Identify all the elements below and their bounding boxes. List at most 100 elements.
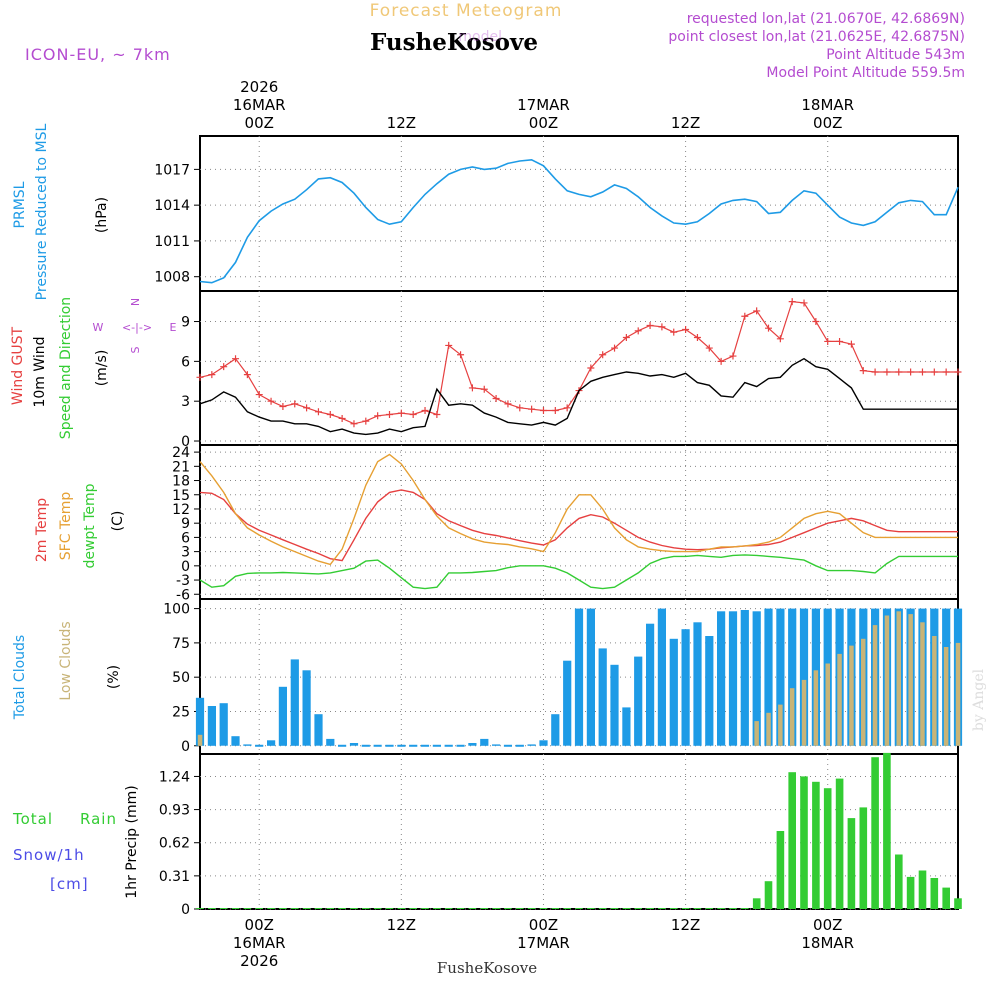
total-cloud-bar-46 bbox=[740, 610, 749, 746]
rain-bar-11 bbox=[326, 908, 335, 909]
rain-bar-36 bbox=[622, 908, 631, 909]
temperature-ytick-label-0: -6 bbox=[176, 587, 190, 603]
rain-bar-4 bbox=[243, 908, 252, 909]
total-cloud-bar-38 bbox=[646, 623, 655, 746]
gust-marker-20 bbox=[433, 410, 441, 418]
bottom-date-label-4: 18MAR bbox=[801, 934, 854, 952]
bottom-tick-label-2: 00Z bbox=[529, 916, 558, 934]
gust-marker-60 bbox=[907, 368, 915, 376]
gust-marker-26 bbox=[504, 400, 512, 408]
total-cloud-bar-40 bbox=[669, 638, 678, 746]
wind-label-gust: Wind GUST bbox=[10, 326, 26, 405]
total-cloud-bar-28 bbox=[527, 744, 536, 746]
gust-marker-46 bbox=[741, 312, 749, 320]
bottom-tick-label-4: 00Z bbox=[813, 916, 842, 934]
total-cloud-bar-24 bbox=[480, 738, 489, 746]
precip-ytick-label-1: 0.31 bbox=[159, 869, 190, 885]
wind-panel: 0 3 6 9 bbox=[181, 290, 962, 450]
low-cloud-bar-57 bbox=[872, 625, 878, 746]
gust-marker-57 bbox=[871, 368, 879, 376]
gust-marker-42 bbox=[693, 333, 701, 341]
top-tick-label-3: 12Z bbox=[671, 114, 700, 132]
gust-marker-53 bbox=[824, 337, 832, 345]
gust-marker-19 bbox=[421, 406, 429, 414]
rain-bar-13 bbox=[350, 908, 358, 909]
gust-marker-29 bbox=[539, 406, 547, 414]
clouds-ytick-label-3: 75 bbox=[172, 636, 190, 652]
model-name: ICON-EU, ~ 7km bbox=[25, 45, 171, 64]
pressure-ytick-label-0: 1008 bbox=[154, 270, 190, 286]
rain-bar-0 bbox=[196, 908, 204, 909]
pressure-ytick-label-2: 1014 bbox=[154, 198, 190, 214]
gust-marker-34 bbox=[599, 351, 607, 359]
pressure-ytick-label-1: 1011 bbox=[154, 234, 190, 250]
temp-sfc-line bbox=[199, 453, 958, 566]
total-cloud-bar-34 bbox=[598, 648, 607, 746]
rain-bar-52 bbox=[812, 781, 820, 909]
pressure-ytick-label-3: 1017 bbox=[154, 162, 190, 178]
rain-bar-54 bbox=[835, 778, 844, 909]
gust-marker-55 bbox=[847, 340, 855, 348]
rain-bar-34 bbox=[598, 908, 607, 909]
low-cloud-bar-56 bbox=[861, 638, 866, 746]
rain-bar-58 bbox=[883, 752, 891, 909]
gust-marker-52 bbox=[812, 318, 820, 326]
wind-ytick-label-2: 6 bbox=[181, 354, 190, 370]
wind-ytick-label-3: 9 bbox=[181, 315, 190, 331]
gust-marker-0 bbox=[196, 373, 204, 381]
bottom-tick-label-3: 12Z bbox=[671, 916, 700, 934]
credit-watermark: by Angel bbox=[971, 668, 987, 731]
bottom-tick-label-1: 12Z bbox=[387, 916, 416, 934]
compass-north: N bbox=[129, 298, 142, 306]
gust-marker-33 bbox=[587, 364, 595, 372]
rain-bar-25 bbox=[492, 908, 500, 909]
low-cloud-bar-54 bbox=[837, 653, 842, 746]
top-tick-label-4: 00Z bbox=[813, 114, 842, 132]
top-tick-label-1: 12Z bbox=[387, 114, 416, 132]
clouds-ytick-label-1: 25 bbox=[172, 704, 190, 720]
gust-marker-64 bbox=[954, 368, 962, 376]
precip-unit: 1hr Precip (mm) bbox=[124, 785, 140, 898]
gust-marker-38 bbox=[646, 322, 654, 330]
temp-label-sfc: SFC Temp bbox=[58, 492, 74, 561]
gust-marker-45 bbox=[729, 352, 737, 360]
gust-marker-58 bbox=[883, 368, 891, 376]
low-cloud-bar-52 bbox=[813, 670, 819, 746]
low-cloud-bar-59 bbox=[896, 611, 901, 746]
total-cloud-bar-35 bbox=[610, 664, 619, 746]
rain-bar-32 bbox=[575, 908, 583, 909]
precip-ytick-label-2: 0.62 bbox=[159, 836, 190, 852]
clouds-ytick-label-4: 100 bbox=[163, 602, 190, 618]
gust-marker-24 bbox=[480, 385, 488, 393]
clouds-ytick-label-2: 50 bbox=[172, 670, 190, 686]
precip-panel: 0 0.31 0.62 0.93 1.24 bbox=[159, 752, 962, 918]
rain-bar-26 bbox=[504, 908, 512, 909]
rain-bar-19 bbox=[421, 908, 429, 909]
gust-marker-5 bbox=[255, 391, 263, 399]
temperature-ytick-label-9: 21 bbox=[172, 459, 190, 475]
temp-unit: (C) bbox=[110, 511, 126, 532]
rain-bar-53 bbox=[823, 788, 832, 909]
rain-bar-35 bbox=[610, 908, 619, 909]
model-altitude: Model Point Altitude 559.5m bbox=[766, 65, 965, 81]
rain-bar-43 bbox=[705, 908, 714, 909]
rain-bar-23 bbox=[468, 908, 477, 909]
compass-east: E bbox=[170, 321, 177, 334]
total-cloud-bar-39 bbox=[657, 608, 666, 746]
clouds-label-total: Total Clouds bbox=[12, 635, 28, 720]
rain-bar-9 bbox=[302, 908, 311, 909]
compass-west: W bbox=[93, 321, 104, 334]
gust-marker-50 bbox=[788, 298, 796, 306]
rain-bar-10 bbox=[314, 908, 323, 909]
gust-marker-1 bbox=[208, 371, 216, 379]
rain-bar-30 bbox=[551, 908, 560, 909]
low-cloud-bar-0 bbox=[197, 734, 203, 746]
pressure-label-prmsl: PRMSL bbox=[12, 181, 28, 228]
temp-label-dew: dewpt Temp bbox=[82, 483, 98, 568]
temperature-frame bbox=[199, 444, 959, 600]
rain-bar-6 bbox=[267, 908, 275, 909]
low-cloud-bar-53 bbox=[825, 663, 830, 746]
temp-label-2m: 2m Temp bbox=[34, 498, 50, 562]
location-name: FusheKosove bbox=[370, 29, 538, 56]
